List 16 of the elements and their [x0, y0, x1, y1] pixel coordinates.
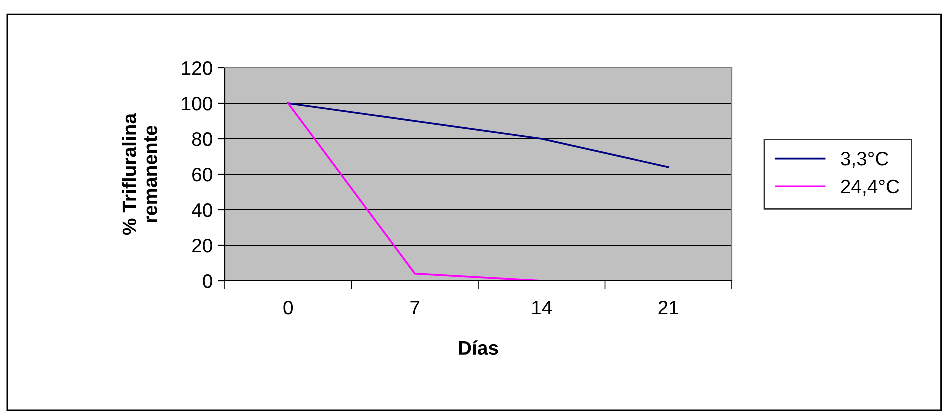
line-series — [287, 102, 670, 168]
y-tick-label: 80 — [192, 132, 212, 146]
y-tick-label: 40 — [192, 203, 212, 218]
x-tick-label: 14 — [532, 301, 552, 315]
x-tick-label: 0 — [284, 300, 294, 315]
y-tick-label: 0 — [203, 274, 212, 288]
legend-label: 24,4°C — [841, 180, 900, 196]
y-tick-label: 100 — [182, 96, 212, 111]
y-tick-label: 60 — [192, 168, 212, 182]
y-tick-label: 20 — [192, 238, 212, 253]
x-tick-label: 21 — [658, 300, 678, 315]
legend-label: 3,3°C — [841, 152, 888, 168]
x-axis-title: Días — [459, 340, 498, 356]
x-tick-label: 7 — [410, 301, 420, 315]
y-tick-label: 120 — [182, 61, 212, 76]
y-axis-title: % Trifluralina remanente — [122, 113, 158, 236]
